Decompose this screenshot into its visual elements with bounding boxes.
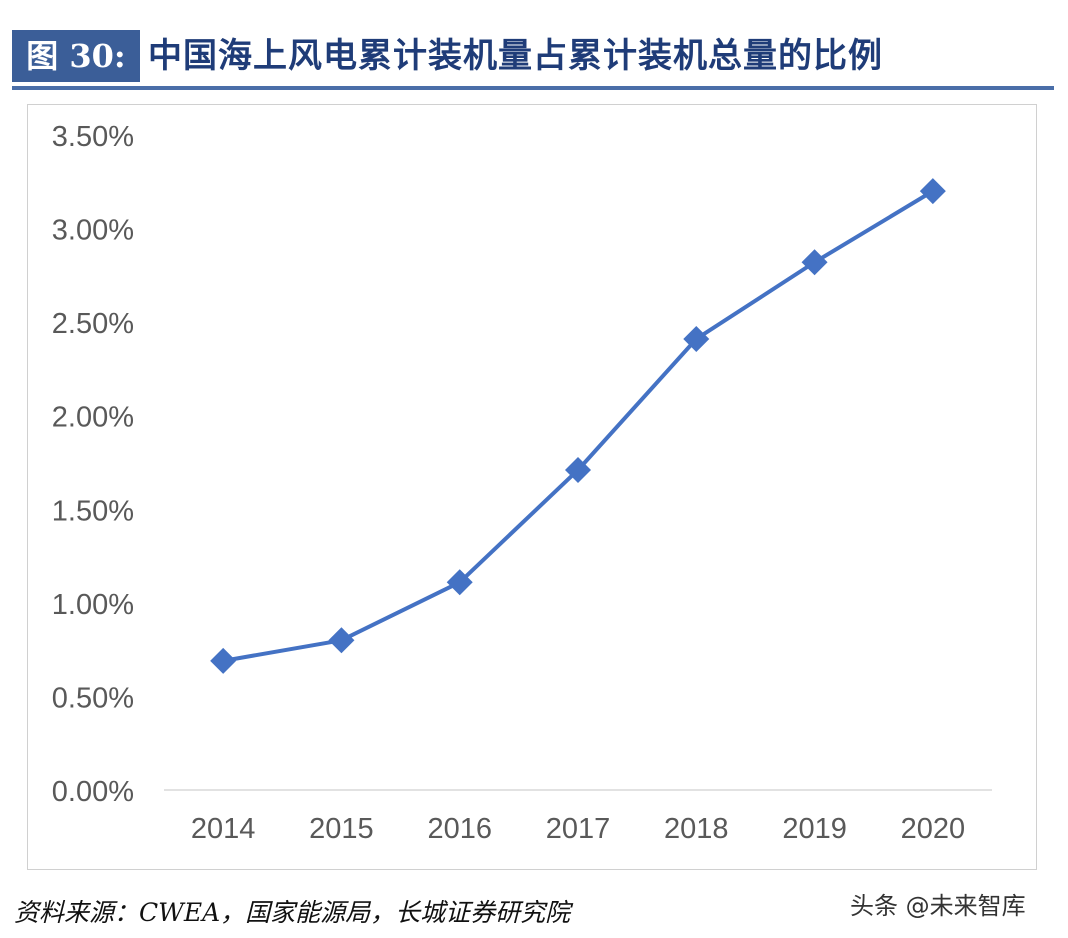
- data-point-marker: [801, 249, 828, 276]
- y-tick-label: 3.00%: [52, 215, 134, 247]
- x-tick-label: 2018: [664, 813, 729, 845]
- data-point-marker: [919, 178, 946, 205]
- y-tick-label: 0.50%: [52, 682, 134, 714]
- y-tick-label: 1.00%: [52, 589, 134, 621]
- data-point-marker: [683, 325, 710, 352]
- y-tick-label: 1.50%: [52, 495, 134, 527]
- y-tick-label: 2.50%: [52, 308, 134, 340]
- x-tick-label: 2020: [901, 813, 966, 845]
- data-point-marker: [210, 647, 237, 674]
- figure-label: 图 30:: [12, 30, 140, 82]
- source-note: 资料来源：CWEA，国家能源局，长城证券研究院: [14, 898, 571, 927]
- figure-title: 中国海上风电累计装机量占累计装机总量的比例: [148, 36, 883, 76]
- data-point-marker: [328, 627, 355, 654]
- y-tick-label: 0.00%: [52, 776, 134, 808]
- y-tick-label: 3.50%: [52, 121, 134, 153]
- watermark: 头条 @未来智库: [850, 892, 1026, 920]
- x-tick-label: 2014: [191, 813, 256, 845]
- title-rule: [12, 86, 1054, 90]
- x-tick-label: 2015: [309, 813, 374, 845]
- y-tick-label: 2.00%: [52, 402, 134, 434]
- x-tick-label: 2017: [546, 813, 611, 845]
- data-point-marker: [446, 569, 473, 596]
- x-tick-label: 2016: [427, 813, 492, 845]
- x-tick-label: 2019: [782, 813, 847, 845]
- chart-frame: [27, 104, 1037, 870]
- data-point-marker: [565, 456, 591, 483]
